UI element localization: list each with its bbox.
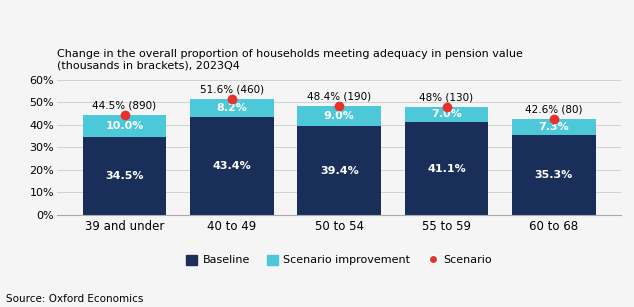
Bar [404, 122, 488, 215]
Text: Change in the overall proportion of households meeting adequacy in pension value: Change in the overall proportion of hous… [57, 49, 523, 71]
Text: 48.4% (190): 48.4% (190) [307, 91, 372, 101]
Bar [512, 119, 596, 135]
Text: Source: Oxford Economics: Source: Oxford Economics [6, 294, 144, 304]
Bar [297, 126, 381, 215]
Text: 51.6% (460): 51.6% (460) [200, 84, 264, 94]
Text: 7.3%: 7.3% [538, 122, 569, 132]
Text: 9.0%: 9.0% [324, 111, 354, 121]
Text: 7.0%: 7.0% [431, 110, 462, 119]
Text: 43.4%: 43.4% [212, 161, 251, 171]
Bar [82, 115, 166, 137]
Text: 35.3%: 35.3% [534, 170, 573, 180]
Text: 42.6% (80): 42.6% (80) [525, 104, 583, 115]
Text: 48% (130): 48% (130) [420, 92, 474, 102]
Bar [190, 99, 274, 117]
Bar [82, 137, 166, 215]
Legend: Baseline, Scenario improvement, Scenario: Baseline, Scenario improvement, Scenario [181, 250, 497, 270]
Text: 39.4%: 39.4% [320, 165, 359, 176]
Bar [404, 107, 488, 122]
Text: 8.2%: 8.2% [216, 103, 247, 113]
Bar [297, 106, 381, 126]
Text: 34.5%: 34.5% [105, 171, 144, 181]
Text: 41.1%: 41.1% [427, 164, 466, 174]
Bar [190, 117, 274, 215]
Text: 10.0%: 10.0% [105, 121, 144, 131]
Text: 44.5% (890): 44.5% (890) [93, 100, 157, 110]
Bar [512, 135, 596, 215]
